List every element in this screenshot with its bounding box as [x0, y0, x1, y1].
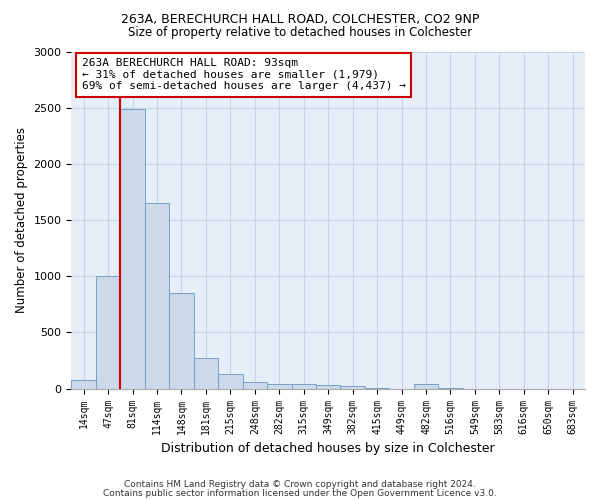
Bar	[242, 382, 267, 388]
Bar	[414, 384, 438, 388]
Text: 263A, BERECHURCH HALL ROAD, COLCHESTER, CO2 9NP: 263A, BERECHURCH HALL ROAD, COLCHESTER, …	[121, 12, 479, 26]
Bar	[340, 386, 365, 388]
Text: Contains public sector information licensed under the Open Government Licence v3: Contains public sector information licen…	[103, 488, 497, 498]
Text: Contains HM Land Registry data © Crown copyright and database right 2024.: Contains HM Land Registry data © Crown c…	[124, 480, 476, 489]
Bar	[316, 386, 340, 388]
Bar	[267, 384, 292, 388]
Bar	[121, 109, 145, 388]
Text: Size of property relative to detached houses in Colchester: Size of property relative to detached ho…	[128, 26, 472, 39]
Bar	[292, 384, 316, 388]
Bar	[96, 276, 121, 388]
Bar	[145, 203, 169, 388]
Bar	[169, 293, 194, 388]
Text: 263A BERECHURCH HALL ROAD: 93sqm
← 31% of detached houses are smaller (1,979)
69: 263A BERECHURCH HALL ROAD: 93sqm ← 31% o…	[82, 58, 406, 92]
X-axis label: Distribution of detached houses by size in Colchester: Distribution of detached houses by size …	[161, 442, 495, 455]
Bar	[71, 380, 96, 388]
Y-axis label: Number of detached properties: Number of detached properties	[15, 127, 28, 313]
Bar	[218, 374, 242, 388]
Bar	[194, 358, 218, 388]
